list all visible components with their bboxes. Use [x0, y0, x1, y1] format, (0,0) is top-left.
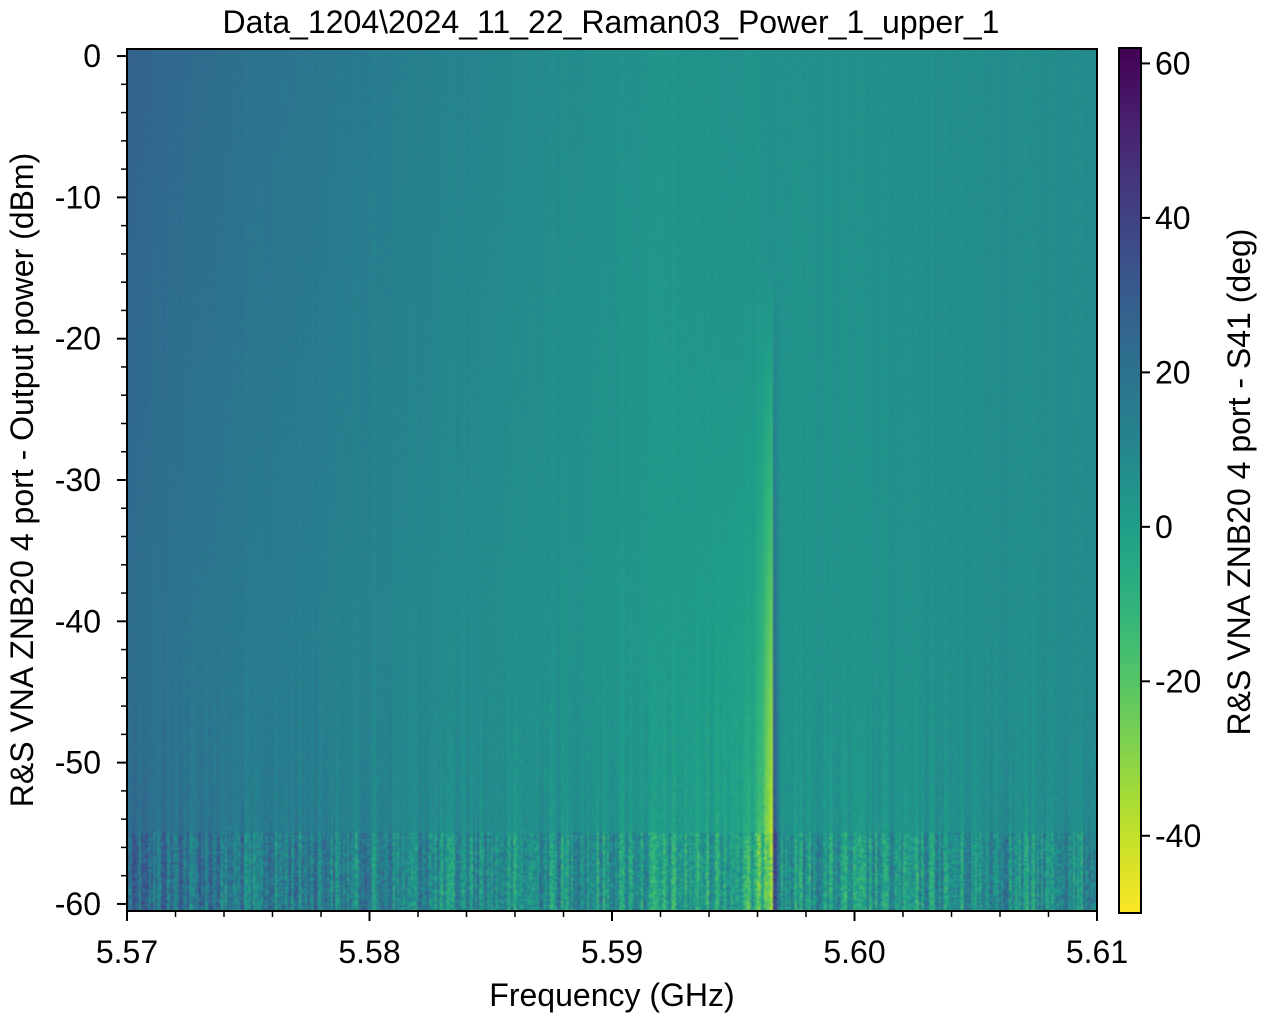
colorbar: 60 40 20 0 -20 -40 R&S VNA ZNB20 4 port - S41… — [1118, 45, 1257, 914]
x-tick-label: 5.57 — [96, 934, 158, 970]
x-tick-label: 5.60 — [823, 934, 885, 970]
y-tick-label: -60 — [55, 886, 101, 922]
x-tick-label: 5.61 — [1066, 934, 1128, 970]
x-axis: 5.57 5.58 5.59 5.60 5.61 — [96, 911, 1128, 970]
colorbar-gradient — [1118, 47, 1142, 914]
colorbar-tick-label: 60 — [1155, 45, 1191, 81]
y-axis: 0 -10 -20 -30 -40 -50 -60 — [55, 38, 127, 922]
y-tick-label: -30 — [55, 462, 101, 498]
colorbar-ticks: 60 40 20 0 -20 -40 — [1141, 45, 1201, 854]
x-tick-label: 5.58 — [338, 934, 400, 970]
y-tick-label: -20 — [55, 321, 101, 357]
x-tick-label: 5.59 — [581, 934, 643, 970]
colorbar-tick-label: 20 — [1155, 354, 1191, 390]
heatmap-image — [127, 49, 1097, 911]
y-tick-label: 0 — [83, 38, 101, 74]
y-tick-label: -50 — [55, 745, 101, 781]
x-axis-label: Frequency (GHz) — [489, 977, 734, 1013]
colorbar-tick-label: 40 — [1155, 200, 1191, 236]
colorbar-tick-label: 0 — [1155, 509, 1173, 545]
plot-area — [126, 48, 1098, 912]
y-tick-label: -10 — [55, 179, 101, 215]
y-tick-label: -40 — [55, 603, 101, 639]
y-axis-label: R&S VNA ZNB20 4 port - Output power (dBm… — [4, 153, 40, 807]
chart-title: Data_1204\2024_11_22_Raman03_Power_1_upp… — [223, 4, 1000, 40]
colorbar-tick-label: -40 — [1155, 818, 1201, 854]
colorbar-label: R&S VNA ZNB20 4 port - S41 (deg) — [1221, 229, 1257, 736]
colorbar-tick-label: -20 — [1155, 663, 1201, 699]
